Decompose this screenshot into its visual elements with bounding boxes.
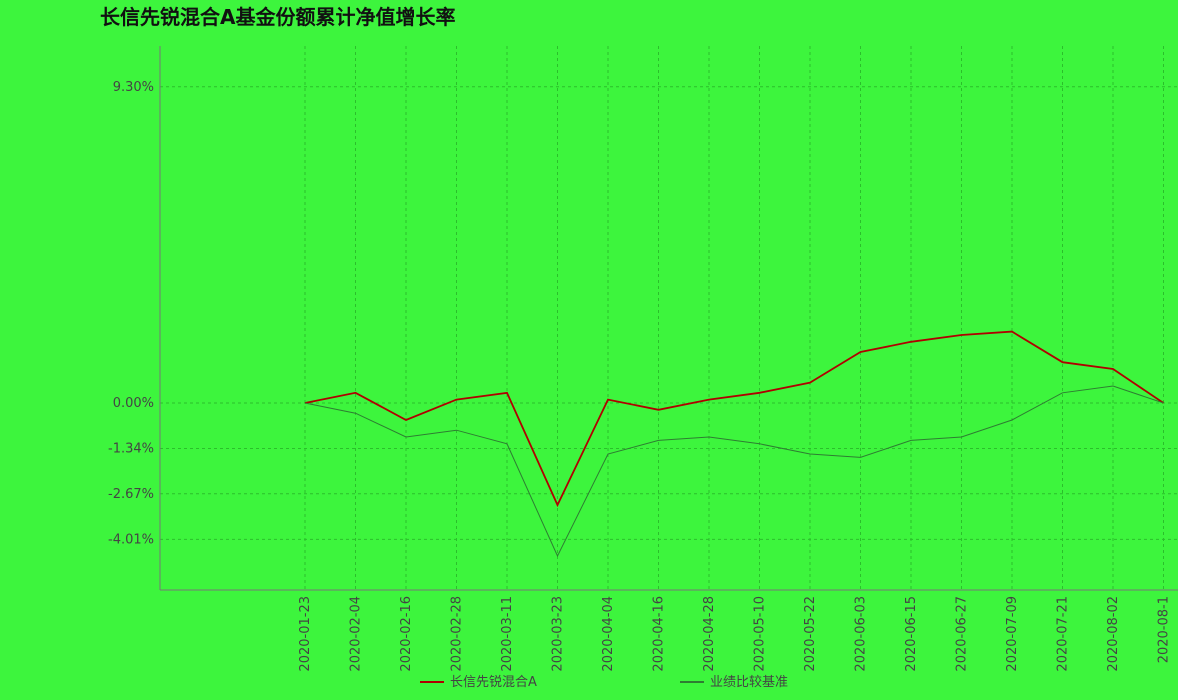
legend-label: 长信先锐混合A [450,675,537,690]
x-tick-label: 2020-05-22 [803,596,818,672]
x-tick-label: 2020-01-23 [298,596,313,672]
x-tick-label: 2020-08-1 [1157,596,1172,663]
chart-title: 长信先锐混合A基金份额累计净值增长率 [100,5,455,29]
x-tick-label: 2020-02-28 [450,596,465,672]
x-tick-label: 2020-06-27 [955,596,970,672]
x-tick-label: 2020-04-04 [601,596,616,672]
series-line [304,385,1164,558]
x-tick-label: 2020-03-11 [500,596,515,672]
x-tick-label: 2020-08-02 [1106,596,1121,672]
x-tick-label: 2020-02-16 [399,596,414,672]
y-tick-label: -4.01% [108,532,154,547]
y-tick-label: -2.67% [108,487,154,502]
y-tick-label: -1.34% [108,442,154,457]
legend-label: 业绩比较基准 [710,675,788,690]
series-line [304,330,1165,508]
x-tick-label: 2020-04-28 [702,596,717,672]
x-tick-label: 2020-02-04 [349,596,364,672]
x-tick-label: 2020-03-23 [551,596,566,672]
x-tick-label: 2020-04-16 [652,596,667,672]
y-tick-label: 0.00% [113,396,154,411]
y-tick-label: 9.30% [113,80,154,95]
x-tick-label: 2020-06-15 [904,596,919,672]
x-tick-label: 2020-05-10 [753,596,768,672]
x-tick-label: 2020-06-03 [854,596,869,672]
x-tick-label: 2020-07-09 [1005,596,1020,672]
x-tick-label: 2020-07-21 [1056,596,1071,672]
